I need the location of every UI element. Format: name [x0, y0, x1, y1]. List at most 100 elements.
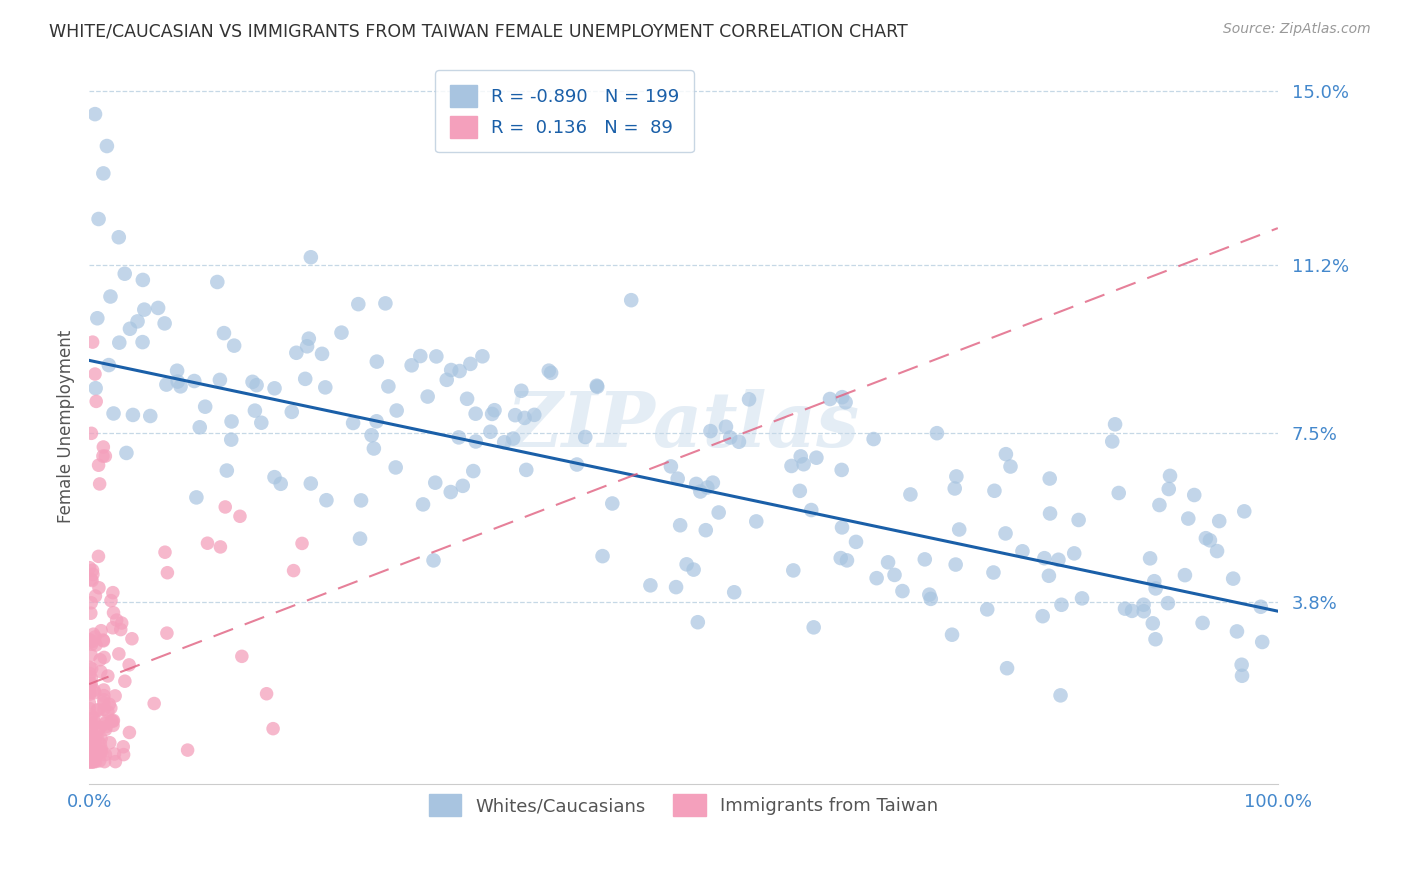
Point	[77, 670, 100, 684]
Point	[299, 250, 322, 264]
Point	[93, 702, 115, 716]
Point	[1222, 572, 1244, 586]
Point	[86, 311, 108, 326]
Point	[523, 408, 546, 422]
Point	[714, 419, 737, 434]
Point	[1144, 632, 1167, 647]
Point	[789, 483, 811, 498]
Point	[243, 403, 266, 417]
Point	[1233, 504, 1256, 518]
Point	[298, 332, 321, 346]
Point	[983, 566, 1005, 580]
Point	[696, 481, 718, 495]
Point	[745, 515, 768, 529]
Point	[84, 107, 107, 121]
Point	[845, 535, 868, 549]
Point	[862, 432, 884, 446]
Point	[665, 580, 688, 594]
Point	[87, 458, 110, 473]
Point	[82, 755, 104, 769]
Point	[79, 677, 101, 691]
Point	[738, 392, 761, 407]
Point	[945, 469, 967, 483]
Point	[1011, 544, 1033, 558]
Point	[1142, 616, 1164, 631]
Point	[100, 593, 122, 607]
Point	[460, 357, 482, 371]
Point	[108, 335, 131, 350]
Point	[77, 732, 100, 747]
Point	[197, 536, 219, 550]
Point	[263, 381, 285, 395]
Point	[1250, 599, 1272, 614]
Point	[409, 349, 432, 363]
Point	[79, 755, 101, 769]
Point	[366, 354, 388, 368]
Point	[91, 166, 114, 180]
Point	[77, 724, 100, 739]
Point	[93, 633, 115, 648]
Point	[80, 574, 103, 588]
Point	[77, 701, 100, 715]
Point	[831, 520, 853, 534]
Point	[456, 392, 478, 406]
Point	[90, 742, 112, 756]
Point	[80, 755, 103, 769]
Point	[1199, 533, 1222, 548]
Point	[463, 464, 485, 478]
Point	[793, 457, 815, 471]
Point	[245, 378, 267, 392]
Point	[1121, 604, 1143, 618]
Point	[83, 735, 105, 749]
Point	[1132, 598, 1154, 612]
Point	[98, 698, 121, 712]
Point	[82, 747, 104, 761]
Point	[1157, 596, 1180, 610]
Point	[93, 650, 115, 665]
Point	[86, 731, 108, 745]
Point	[104, 689, 127, 703]
Point	[176, 743, 198, 757]
Point	[342, 416, 364, 430]
Point	[84, 367, 107, 381]
Point	[118, 322, 141, 336]
Point	[79, 678, 101, 692]
Point	[84, 394, 107, 409]
Point	[79, 736, 101, 750]
Point	[82, 750, 104, 764]
Point	[425, 350, 447, 364]
Text: Source: ZipAtlas.com: Source: ZipAtlas.com	[1223, 22, 1371, 37]
Point	[155, 377, 177, 392]
Point	[1206, 544, 1229, 558]
Point	[976, 602, 998, 616]
Point	[79, 744, 101, 758]
Point	[101, 714, 124, 729]
Point	[82, 335, 104, 350]
Point	[803, 620, 825, 634]
Point	[865, 571, 887, 585]
Point	[89, 721, 111, 735]
Point	[231, 649, 253, 664]
Point	[270, 476, 292, 491]
Legend: Whites/Caucasians, Immigrants from Taiwan: Whites/Caucasians, Immigrants from Taiwa…	[420, 786, 948, 825]
Point	[510, 384, 533, 398]
Point	[98, 736, 121, 750]
Point	[1182, 488, 1205, 502]
Point	[79, 755, 101, 769]
Point	[377, 379, 399, 393]
Point	[1177, 511, 1199, 525]
Point	[363, 442, 385, 456]
Point	[1191, 615, 1213, 630]
Point	[87, 723, 110, 737]
Point	[449, 364, 471, 378]
Point	[101, 621, 124, 635]
Point	[139, 409, 162, 423]
Point	[212, 326, 235, 340]
Point	[685, 477, 707, 491]
Point	[401, 359, 423, 373]
Point	[82, 755, 104, 769]
Point	[789, 450, 811, 464]
Point	[224, 338, 246, 352]
Point	[451, 479, 474, 493]
Point	[97, 669, 120, 683]
